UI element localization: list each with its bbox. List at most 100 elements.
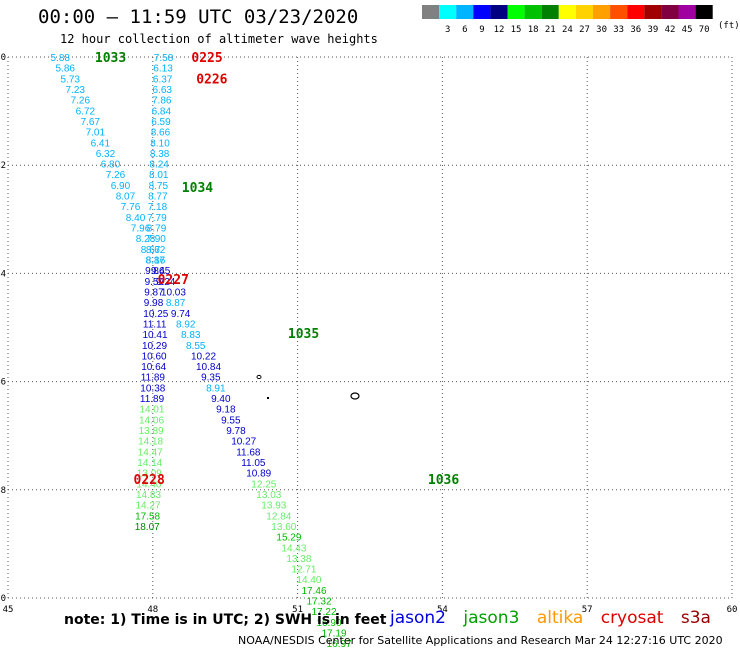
swh-data-label: 6.80 [101, 160, 121, 171]
legend-label: 45 [682, 25, 693, 35]
swh-data-label: 13.03 [256, 490, 281, 501]
swh-data-label: 10.38 [140, 383, 165, 394]
swh-data-label: 9.52 [145, 277, 165, 288]
legend-label: 18 [528, 25, 539, 35]
swh-data-label: 6.59 [151, 117, 171, 128]
satellite-jason2: jason2 [390, 608, 446, 628]
swh-data-label: 18.07 [135, 522, 160, 533]
pass-time-label: 1036 [428, 473, 459, 488]
legend-label: 27 [579, 25, 590, 35]
legend-unit: (ft) [718, 21, 740, 31]
satellite-cryosat: cryosat [600, 608, 664, 628]
swh-data-label: 8.28 [136, 234, 156, 245]
island-crozet-east [350, 392, 360, 400]
swh-data-label: 7.76 [121, 202, 141, 213]
y-tick-label: -50 [0, 594, 6, 604]
swh-data-label: 8.62 [146, 245, 166, 256]
swh-data-label: 11.11 [143, 319, 167, 330]
swh-data-label: 17.19 [322, 629, 347, 640]
swh-data-label: 8.75 [149, 181, 169, 192]
legend-swatch [507, 5, 525, 19]
swh-data-label: 12.84 [266, 511, 291, 522]
legend-swatch [610, 5, 628, 19]
swh-data-label: 10.64 [141, 362, 166, 373]
swh-data-label: 7.90 [146, 234, 166, 245]
swh-data-label: 7.01 [86, 128, 106, 139]
swh-data-label: 9.74 [171, 309, 191, 320]
legend-label: 39 [647, 25, 658, 35]
swh-data-label: 14.40 [296, 575, 321, 586]
legend-label: 9 [479, 25, 484, 35]
swh-data-label: 11.68 [236, 447, 261, 458]
swh-data-label: 5.88 [51, 53, 71, 64]
swh-data-label: 9.40 [211, 394, 231, 405]
swh-data-label: 8.66 [151, 128, 171, 139]
swh-data-label: 14.18 [138, 437, 163, 448]
legend-swatch [661, 5, 679, 19]
legend-swatch [644, 5, 662, 19]
legend-label: 70 [699, 25, 710, 35]
swh-data-label: 11.89 [141, 373, 166, 384]
swh-data-label: 10.27 [231, 437, 256, 448]
island-outlines [256, 374, 360, 400]
swh-data-label: 6.37 [153, 74, 173, 85]
swh-data-label: 7.96 [131, 224, 151, 235]
swh-data-label: 8.87 [146, 256, 166, 267]
pass-time-label: 0227 [158, 273, 189, 288]
pass-time-label: 0228 [134, 473, 165, 488]
legend-label: 6 [462, 25, 467, 35]
legend-label: 42 [665, 25, 676, 35]
swh-data-label: 14.14 [137, 458, 162, 469]
swh-data-label: 6.32 [96, 149, 116, 160]
legend-label: 15 [511, 25, 522, 35]
swh-data-label: 11.89 [140, 394, 165, 405]
swh-data-label: 10.03 [161, 288, 186, 299]
swh-data-label: 6.13 [153, 64, 173, 75]
swh-data-label: 7.23 [66, 85, 86, 96]
swh-data-label: 8.83 [181, 330, 201, 341]
swh-data-label: 9.86 [145, 266, 165, 277]
track-1033: 5.885.865.737.237.266.727.677.016.416.32… [51, 53, 353, 650]
satellite-s3a: s3a [680, 608, 711, 628]
color-scale-legend: 3 6 9 12 15 18 21 24 27 30 33 36 39 42 45 70 [422, 5, 713, 35]
pass-time-labels: 1033 0225 0226 1034 0227 1035 0228 1036 [95, 51, 459, 488]
swh-data-label: 6.72 [76, 106, 96, 117]
swh-data-label: 14.01 [139, 405, 164, 416]
legend-label: 12 [494, 25, 505, 35]
swh-data-label: 14.43 [281, 543, 306, 554]
pass-time-label: 1034 [182, 181, 213, 196]
swh-data-label: 6.90 [111, 181, 131, 192]
swh-data-label: 8.01 [149, 170, 169, 181]
swh-data-label: 8.38 [150, 149, 170, 160]
swh-data-label: 7.79 [147, 213, 167, 224]
swh-data-label: 8.67 [141, 245, 161, 256]
x-tick-label: 60 [727, 605, 738, 615]
legend-swatch [422, 5, 440, 19]
chart-title: 00:00 – 11:59 UTC 03/23/2020 [38, 6, 359, 28]
swh-data-label: 6.84 [152, 106, 172, 117]
swh-data-label: 10.22 [191, 351, 216, 362]
footer-note: note: 1) Time is in UTC; 2) SWH is in fe… [64, 612, 387, 628]
swh-data-label: 8.79 [147, 224, 167, 235]
legend-swatch [593, 5, 611, 19]
y-tick-label: -42 [0, 161, 6, 171]
legend-label: 3 [445, 25, 450, 35]
swh-data-label: 7.58 [154, 53, 174, 64]
pass-time-label: 0225 [191, 51, 222, 66]
legend-swatch [575, 5, 593, 19]
legend-swatch [558, 5, 576, 19]
legend-label: 24 [562, 25, 573, 35]
island-crozet-small [267, 397, 269, 399]
swh-data-label: 5.73 [61, 74, 81, 85]
swh-data-label: 17.22 [312, 607, 337, 618]
swh-data-label: 10.29 [142, 341, 167, 352]
swh-data-label: 14.47 [138, 447, 163, 458]
swh-data-label: 6.41 [91, 138, 111, 149]
swh-data-label: 7.18 [148, 202, 168, 213]
swh-data-label: 10.89 [246, 469, 271, 480]
x-tick-label: 48 [147, 605, 158, 615]
swh-data-label: 10.41 [143, 330, 168, 341]
swh-data-label: 12.71 [291, 565, 316, 576]
swh-data-label: 9.24 [156, 277, 176, 288]
